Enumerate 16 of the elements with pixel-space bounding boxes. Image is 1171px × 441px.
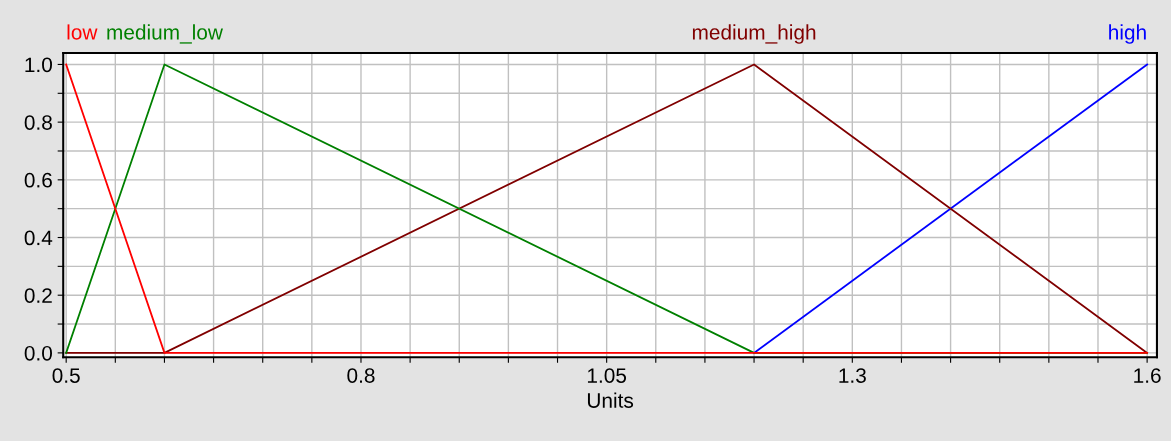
y-tick-label: 0.4 — [24, 230, 53, 246]
y-tick-label: 0.6 — [24, 172, 52, 188]
x-tick-label: 0.5 — [52, 368, 80, 383]
series-label: low — [67, 24, 98, 40]
series-label: medium_low — [107, 24, 223, 44]
series-label: high — [1109, 24, 1146, 44]
series-label: medium_high — [692, 24, 816, 44]
y-tick-label: 0.2 — [24, 288, 52, 303]
y-tick-label: 0.8 — [24, 115, 52, 130]
x-tick-label: 1.05 — [587, 368, 627, 383]
y-tick-label: 0.0 — [24, 345, 53, 361]
x-tick-label: 1.6 — [1134, 368, 1161, 383]
x-tick-label: 1.3 — [839, 368, 866, 383]
y-tick-label: 1.0 — [25, 57, 53, 73]
x-axis-title: Units — [587, 392, 634, 408]
x-tick-label: 0.8 — [347, 368, 375, 383]
